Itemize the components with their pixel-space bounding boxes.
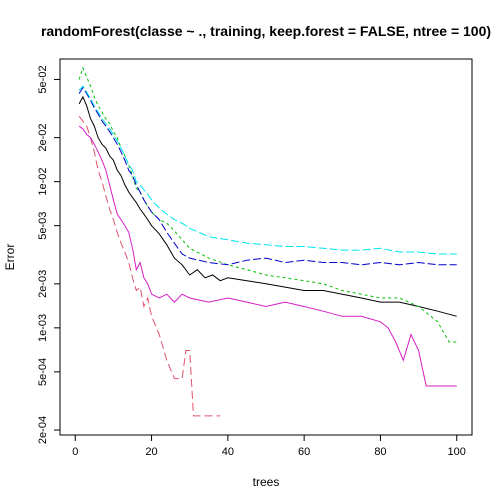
series-line-3 — [78, 125, 457, 387]
series-line-5 — [78, 86, 457, 266]
chart-title: randomForest(classe ~ ., training, keep.… — [41, 23, 491, 39]
x-tick-label: 100 — [448, 446, 466, 458]
x-tick-label: 40 — [222, 446, 234, 458]
y-tick-label: 5e-02 — [37, 65, 49, 93]
y-tick-label: 5e-03 — [37, 212, 49, 240]
y-axis-label: Error — [3, 244, 17, 271]
series-layer — [78, 66, 457, 417]
x-tick-label: 0 — [72, 446, 78, 458]
series-line-6 — [78, 85, 457, 255]
y-tick-label: 2e-02 — [37, 124, 49, 152]
x-tick-label: 60 — [298, 446, 310, 458]
y-tick-label: 5e-04 — [37, 358, 49, 386]
y-tick-label: 2e-03 — [37, 270, 49, 298]
axes-layer: 0 20 40 60 80 100 2e-04 5e-04 1e-03 2e-03 5e-03 1e-… — [37, 65, 466, 458]
series-line-4 — [78, 66, 457, 343]
x-tick-label: 20 — [145, 446, 157, 458]
series-line-2 — [78, 115, 221, 417]
x-tick-label: 80 — [374, 446, 386, 458]
y-tick-label: 1e-02 — [37, 168, 49, 196]
x-axis-label: trees — [253, 475, 280, 489]
y-tick-label: 1e-03 — [37, 314, 49, 342]
series-line-1 — [78, 95, 457, 317]
y-tick-label: 2e-04 — [37, 416, 49, 444]
plot-box — [59, 58, 473, 436]
